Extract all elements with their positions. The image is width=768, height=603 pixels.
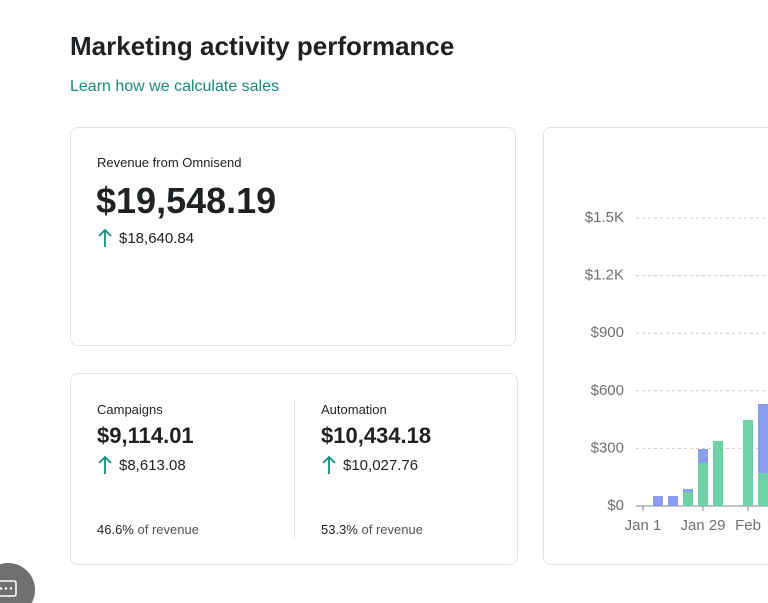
- share: 53.3% of revenue: [321, 522, 423, 537]
- card-label: Revenue from Omnisend: [97, 155, 242, 170]
- share: 46.6% of revenue: [97, 522, 199, 537]
- card-label: Campaigns: [97, 402, 163, 417]
- card-value: $10,434.18: [321, 423, 432, 448]
- chat-button[interactable]: [0, 563, 40, 603]
- up-arrow: [98, 228, 112, 247]
- bar-segment: [668, 496, 678, 506]
- bar-segment: [713, 440, 723, 506]
- bar-segment: [758, 404, 768, 473]
- x-tick-label: Feb: [735, 517, 761, 534]
- change-value: $18,640.84: [119, 229, 195, 247]
- up-arrow: [322, 455, 336, 474]
- card-value: $9,114.01: [97, 423, 194, 448]
- y-tick-label: $600: [591, 382, 624, 399]
- card-value: $19,548.19: [96, 180, 277, 221]
- bar-segment: [743, 419, 753, 506]
- card-label: Automation: [321, 402, 387, 417]
- revenue-card: Revenue from Omnisend $19,548.19 $18,640…: [70, 127, 516, 346]
- change-value: $10,027.76: [343, 456, 419, 474]
- bar-segment: [758, 472, 768, 506]
- y-tick-label: $900: [591, 324, 624, 341]
- x-tick-label: Jan 29: [680, 517, 725, 534]
- bar-segment: [683, 491, 693, 506]
- page-title: Marketing activity performance: [70, 31, 455, 61]
- card-change: $8,613.08: [97, 455, 186, 475]
- divider: [294, 401, 295, 539]
- y-tick-label: $1.5K: [585, 209, 624, 226]
- card-change: $10,027.76: [321, 455, 418, 475]
- chart-card: $0 $300 $600 $900 $1.2K $1.5K Jan 1 Jan 29 Feb: [543, 127, 768, 565]
- split-card: Campaigns $9,114.01 $8,613.08 46.6% of r…: [70, 373, 518, 565]
- bar-segment: [698, 448, 708, 463]
- card-change: $18,640.84: [97, 228, 194, 248]
- y-tick-label: $0: [607, 497, 624, 514]
- bar-segment: [653, 496, 663, 506]
- y-tick-label: $1.2K: [585, 267, 624, 284]
- help-link[interactable]: Learn how we calculate sales: [70, 78, 280, 95]
- x-tick-label: Jan 1: [625, 517, 662, 534]
- share-value: 53.3%: [321, 522, 358, 537]
- change-value: $8,613.08: [119, 456, 186, 474]
- chart: $0 $300 $600 $900 $1.2K $1.5K Jan 1 Jan 29 Feb: [585, 209, 768, 534]
- up-arrow: [98, 455, 112, 474]
- share-suffix: of revenue: [137, 522, 199, 537]
- bar-segment: [683, 488, 693, 492]
- share-value: 46.6%: [97, 522, 134, 537]
- y-tick-label: $300: [591, 439, 624, 456]
- bar-segment: [698, 462, 708, 506]
- share-suffix: of revenue: [361, 522, 423, 537]
